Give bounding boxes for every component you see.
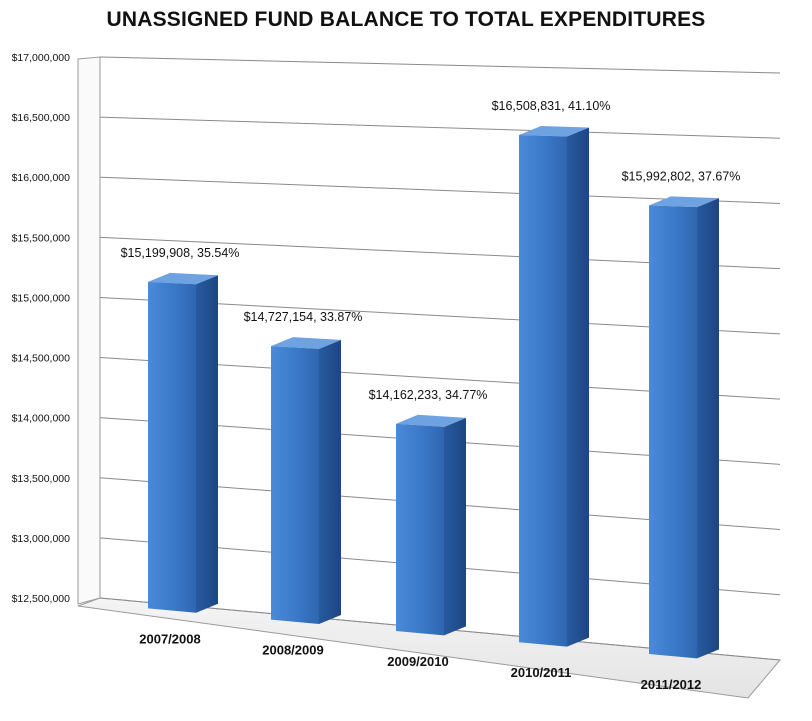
bar-side-face — [319, 339, 341, 624]
data-label: $15,992,802, 37.67% — [622, 169, 741, 183]
gridline — [99, 116, 781, 139]
data-label: $14,162,233, 34.77% — [369, 388, 488, 402]
bar — [396, 414, 466, 636]
y-tick-label: $13,500,000 — [12, 473, 71, 485]
x-category-label: 2009/2010 — [387, 654, 448, 669]
y-tick-label: $15,500,000 — [12, 232, 71, 244]
bar-front-face — [271, 346, 319, 624]
bar-top-face — [271, 337, 341, 349]
left-wall — [77, 56, 101, 605]
y-tick-label: $13,000,000 — [12, 533, 71, 545]
y-tick-label: $12,500,000 — [12, 593, 71, 605]
bar-front-face — [649, 205, 697, 659]
bar — [271, 337, 341, 624]
bar — [519, 126, 589, 647]
gridline — [99, 56, 781, 74]
y-tick-label: $14,500,000 — [12, 353, 71, 365]
bar-top-face — [649, 196, 719, 208]
y-tick-label: $16,000,000 — [12, 172, 71, 184]
y-tick-label: $14,000,000 — [12, 413, 71, 425]
chart-title: UNASSIGNED FUND BALANCE TO TOTAL EXPENDI… — [106, 8, 706, 31]
y-tick-label: $15,000,000 — [12, 292, 71, 304]
x-category-label: 2010/2011 — [511, 665, 572, 680]
y-tick-label: $17,000,000 — [12, 52, 71, 64]
bar — [148, 272, 218, 613]
bar-side-face — [697, 198, 719, 659]
bar — [649, 196, 719, 659]
x-category-label: 2011/2012 — [641, 677, 702, 692]
bar-side-face — [567, 127, 589, 647]
bar-front-face — [519, 135, 567, 647]
x-category-label: 2007/2008 — [139, 631, 200, 646]
y-tick-label: $16,500,000 — [12, 112, 71, 124]
data-label: $15,199,908, 35.54% — [121, 246, 240, 260]
bar-front-face — [148, 281, 196, 613]
data-label: $14,727,154, 33.87% — [244, 310, 363, 324]
bar-side-face — [444, 417, 466, 636]
bar-side-face — [196, 275, 218, 613]
data-label: $16,508,831, 41.10% — [492, 99, 611, 113]
bar-top-face — [148, 272, 218, 285]
x-category-label: 2008/2009 — [262, 643, 323, 658]
bar-top-face — [519, 126, 589, 137]
bar-top-face — [396, 414, 466, 427]
bar-front-face — [396, 423, 444, 636]
